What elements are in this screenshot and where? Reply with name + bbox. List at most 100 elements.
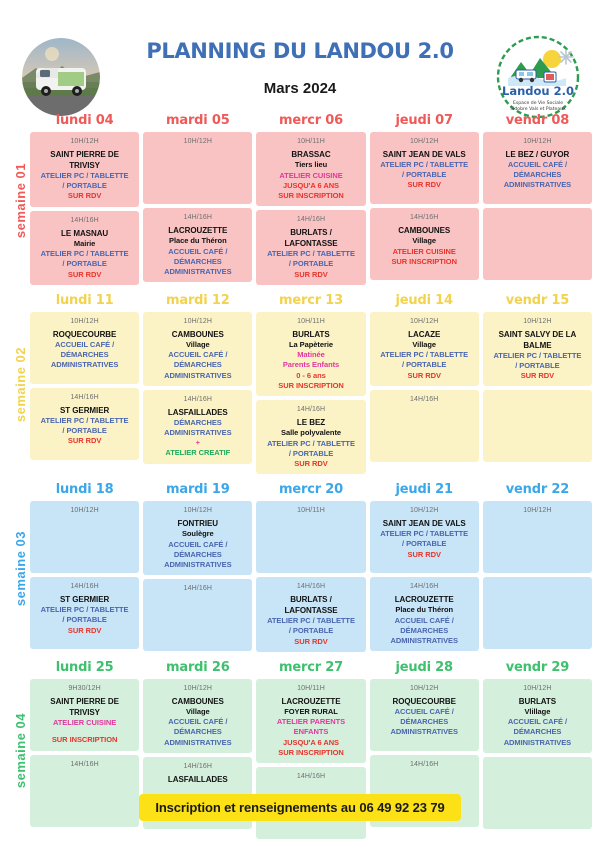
day-column: vendr 29 10H/12H BURLATS Vlillage ACCUEIL CA… (482, 659, 593, 843)
slot-line: ADMINISTRATIVES (164, 370, 232, 380)
slot-line: LACROUZETTE (281, 696, 341, 706)
schedule-cell[interactable] (482, 390, 593, 463)
schedule-cell[interactable]: 10H/12H SAINT SALVY DE LA BALME ATELIER PC … (482, 311, 593, 387)
schedule-cell[interactable]: 10H/11H BURLATS La Papèterie Matinée Parents… (256, 311, 366, 397)
slot-line: ACCUEIL CAFÉ / (507, 160, 567, 169)
slot-line: ATELIER PC / TABLETTE (380, 350, 469, 360)
slot-line: LE BEZ (296, 418, 326, 428)
slot-line: TRIVISY (69, 707, 100, 717)
schedule-cell[interactable]: 14H/16H LACROUZETTE Place du Théron ACCUEIL… (143, 208, 253, 283)
slot-line: / PORTABLE (288, 448, 334, 458)
slot-line: SUR INSCRIPTION (278, 747, 344, 757)
day-header: lundi 25 (55, 659, 114, 675)
slot-time: 14H/16H (183, 762, 212, 770)
schedule-cell[interactable]: 14H/16H CAMBOUNES Village ATELIER CUISINE SU… (369, 208, 479, 280)
slot-line: ACCUEIL CAFÉ / (168, 246, 228, 256)
schedule-cell[interactable]: 9H30/12H SAINT PIERRE DE TRIVISY ATELIER CU… (30, 678, 140, 751)
slot-line: SUR RDV (294, 636, 328, 646)
schedule-cell[interactable]: 14H/16H BURLATS / LAFONTASSE ATELIER PC / T… (256, 577, 366, 652)
slot-line: BRASSAC (291, 150, 331, 159)
day-header: jeudi 21 (395, 482, 454, 498)
schedule-cell[interactable]: 10H/12H (143, 132, 253, 204)
slot-time: 14H/16H (70, 583, 99, 591)
schedule-cell[interactable]: 10H/12H ROQUECOURBE ACCUEIL CAFÉ / DÉMARCHE… (30, 311, 140, 384)
schedule-cell[interactable]: 10H/12H FONTRIEU Soulègre ACCUEIL CAFÉ / DÉM… (143, 501, 253, 576)
schedule-cell[interactable]: 10H/12H ROQUECOURBE ACCUEIL CAFÉ / DÉMARCHE… (369, 678, 479, 751)
schedule-cell[interactable]: 10H/12H LE BEZ / GUYOR ACCUEIL CAFÉ / DÉMAR… (482, 132, 593, 204)
week-label-text: semaine 04 (12, 713, 28, 789)
slot-time: 14H/16H (410, 214, 439, 221)
week-label: semaine 03 (8, 481, 32, 656)
schedule-cell[interactable] (482, 577, 593, 650)
slot-line: ATELIER CUISINE (52, 717, 117, 727)
slot-line: SAINT SALVY DE LA (498, 329, 577, 339)
schedule-cell[interactable]: 10H/11H BRASSAC Tiers lieu ATELIER CUISINE J… (256, 132, 366, 207)
schedule-cell[interactable]: 10H/12H (482, 501, 593, 574)
slot-line: La Papèterie (289, 339, 334, 349)
schedule-cell[interactable]: 10H/12H SAINT JEAN DE VALS ATELIER PC / TA… (369, 501, 479, 574)
schedule-cell[interactable]: 10H/12H SAINT PIERRE DE TRIVISY ATELIER PC … (30, 132, 140, 207)
slot-time: 14H/16H (296, 583, 326, 591)
schedule-cell[interactable]: 10H/12H SAINT JEAN DE VALS ATELIER PC / TA… (369, 132, 479, 204)
schedule-cell[interactable]: 10H/11H (256, 501, 366, 574)
slot-line: LACROUZETTE (394, 595, 454, 605)
day-header: mercr 27 (279, 659, 343, 675)
slot-time: 10H/11H (297, 138, 325, 145)
slot-line: Matinée (297, 350, 325, 360)
slot-line: SAINT JEAN DE VALS (382, 519, 466, 529)
day-columns: lundi 04 10H/12H SAINT PIERRE DE TRIVISY ATE… (30, 112, 600, 289)
slot-line: ENFANTS (293, 727, 329, 737)
slot-line: SUR RDV (520, 371, 555, 381)
schedule-cell[interactable]: 14H/16H ST GERMIER ATELIER PC / TABLETTE / … (30, 577, 140, 650)
slot-line: DÉMARCHES (173, 417, 222, 427)
schedule-cell[interactable]: 14H/16H ST GERMIER ATELIER PC / TABLETTE / … (30, 387, 140, 460)
schedule-cell[interactable]: 14H/16H (143, 579, 253, 652)
schedule-cell[interactable] (482, 756, 593, 829)
slot-time: 10H/12H (183, 138, 212, 145)
slot-line: Soulègre (181, 529, 214, 539)
slot-time: 14H/16H (70, 216, 99, 224)
schedule-cell[interactable]: 14H/16H BURLATS / LAFONTASSE ATELIER PC / T… (256, 210, 366, 285)
slot-time: 10H/12H (183, 684, 212, 692)
slot-line: SUR RDV (294, 269, 328, 279)
day-column: jeudi 28 10H/12H ROQUECOURBE ACCUEIL CAFÉ /… (369, 659, 479, 843)
week-row: semaine 02 lundi 11 10H/12H ROQUECOURBE ACCU… (0, 292, 600, 478)
slot-time: 14H/16H (296, 406, 326, 414)
poster-header: PLANNING DU LANDOU 2.0 Mars 2024 (0, 0, 600, 119)
day-column: vendr 22 10H/12H (482, 481, 593, 656)
schedule-cell[interactable] (482, 208, 593, 280)
day-column: lundi 04 10H/12H SAINT PIERRE DE TRIVISY ATE… (30, 112, 140, 289)
slot-line: ATELIER PC / TABLETTE (493, 350, 582, 360)
slot-line: ATELIER PC / TABLETTE (40, 605, 129, 615)
schedule-cell[interactable]: 14H/16H LE BEZ Salle polyvalente ATELIER PC… (256, 400, 366, 475)
slot-time: 14H/16H (410, 583, 439, 591)
slot-line: ADMINISTRATIVES (390, 636, 458, 646)
slot-time: 10H/12H (183, 507, 212, 515)
week-label: semaine 01 (8, 112, 32, 289)
week-label: semaine 02 (8, 292, 32, 478)
slot-line: JUSQU'A 6 ANS (283, 180, 340, 190)
schedule-cell[interactable]: 14H/16H (30, 754, 140, 827)
schedule-cell[interactable]: 10H/12H (30, 501, 140, 574)
schedule-cell[interactable]: 10H/12H LACAZE Village ATELIER PC / TABLETT… (369, 311, 479, 386)
schedule-cell[interactable]: 10H/12H CAMBOUNES Village ACCUEIL CAFÉ / DÉM… (143, 311, 253, 386)
schedule-cell[interactable]: 14H/16H LE MASNAU Mairie ATELIER PC / TABLE… (30, 210, 140, 285)
slot-line: Village (185, 339, 210, 349)
schedule-cell[interactable]: 14H/16H LACROUZETTE Place du Théron ACCUEIL… (369, 577, 479, 652)
slot-line: SUR INSCRIPTION (278, 190, 344, 200)
schedule-cell[interactable]: 10H/11H LACROUZETTE FOYER RURAL ATELIER PAR… (256, 678, 366, 764)
schedule-cell[interactable]: 14H/16H LASFAILLADES DÉMARCHES ADMINISTRATI… (143, 389, 253, 464)
slot-line: ATELIER PARENTS (276, 717, 346, 727)
slot-time: 10H/12H (523, 317, 552, 325)
slot-time: 14H/16H (183, 395, 212, 403)
slot-line: ACCUEIL CAFÉ / (168, 539, 228, 549)
slot-line: SUR RDV (407, 549, 441, 559)
day-column: mercr 13 10H/11H BURLATS La Papèterie Matiné… (256, 292, 366, 478)
schedule-cell[interactable]: 10H/12H CAMBOUNES Village ACCUEIL CAFÉ / DÉM… (143, 678, 253, 753)
title-block: PLANNING DU LANDOU 2.0 Mars 2024 (110, 39, 490, 97)
slot-line: DÉMARCHES (400, 716, 449, 726)
schedule-cell[interactable]: 14H/16H (369, 389, 479, 462)
day-header: lundi 11 (55, 292, 114, 308)
slot-line: SUR INSCRIPTION (51, 734, 118, 744)
schedule-cell[interactable]: 10H/12H BURLATS Vlillage ACCUEIL CAFÉ / DÉMA… (482, 678, 593, 753)
